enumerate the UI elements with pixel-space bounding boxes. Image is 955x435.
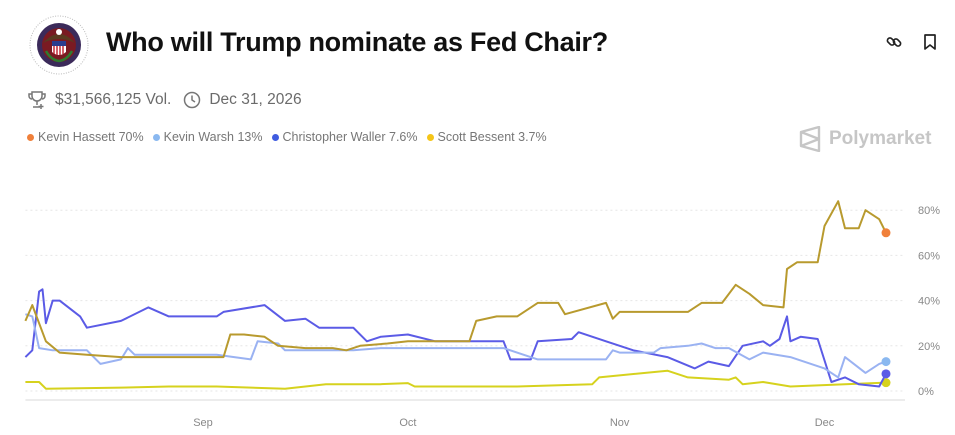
- x-tick-label: Sep: [193, 417, 213, 429]
- legend-item-bessent: Scott Bessent 3.7%: [426, 130, 547, 144]
- legend-label: Scott Bessent 3.7%: [437, 130, 547, 144]
- y-tick-label: 20%: [918, 341, 940, 353]
- legend-dot: [271, 133, 279, 141]
- series-end-point-christopher-waller: [881, 369, 891, 379]
- y-tick-label: 0%: [918, 386, 934, 398]
- legend-label: Christopher Waller 7.6%: [282, 130, 418, 144]
- x-tick-label: Oct: [399, 417, 416, 429]
- brand-name: Polymarket: [829, 128, 932, 149]
- polymarket-watermark: Polymarket: [798, 126, 931, 152]
- polymarket-logo-icon: [799, 126, 821, 152]
- legend-label: Kevin Hassett 70%: [38, 130, 144, 144]
- legend-dot: [152, 133, 160, 141]
- y-tick-label: 80%: [918, 205, 940, 217]
- legend-dot: [426, 133, 434, 141]
- series-end-point-kevin-warsh: [881, 357, 891, 367]
- series-end-point-scott-bessent: [881, 378, 891, 388]
- clock-icon: [184, 91, 201, 109]
- federal-reserve-seal-logo: [29, 15, 89, 75]
- link-icon[interactable]: [885, 33, 903, 51]
- y-tick-label: 40%: [918, 296, 940, 308]
- market-stats: $31,566,125 Vol. Dec 31, 2026: [27, 90, 302, 110]
- bookmark-icon[interactable]: [921, 33, 939, 51]
- trophy-icon: [28, 91, 46, 109]
- x-tick-label: Nov: [610, 417, 630, 429]
- legend-item-hassett: Kevin Hassett 70%: [27, 130, 144, 144]
- x-tick-label: Dec: [815, 417, 835, 429]
- legend-dot: [27, 133, 34, 141]
- legend-label: Kevin Warsh 13%: [163, 130, 263, 144]
- y-tick-label: 60%: [918, 250, 940, 262]
- legend-item-warsh: Kevin Warsh 13%: [152, 130, 263, 144]
- series-line-kevin-warsh: [25, 313, 887, 379]
- legend-item-waller: Christopher Waller 7.6%: [271, 130, 418, 144]
- end-date: Dec 31, 2026: [209, 91, 302, 108]
- series-end-point-kevin-hassett: [881, 228, 891, 238]
- chart-legend: Kevin Hassett 70% Kevin Warsh 13% Christ…: [27, 130, 547, 144]
- series-line-scott-bessent: [25, 369, 887, 390]
- volume: $31,566,125 Vol.: [55, 91, 172, 108]
- series-line-kevin-hassett: [24, 200, 887, 359]
- series-line-christopher-waller: [24, 288, 887, 388]
- page-title: Who will Trump nominate as Fed Chair?: [106, 27, 608, 57]
